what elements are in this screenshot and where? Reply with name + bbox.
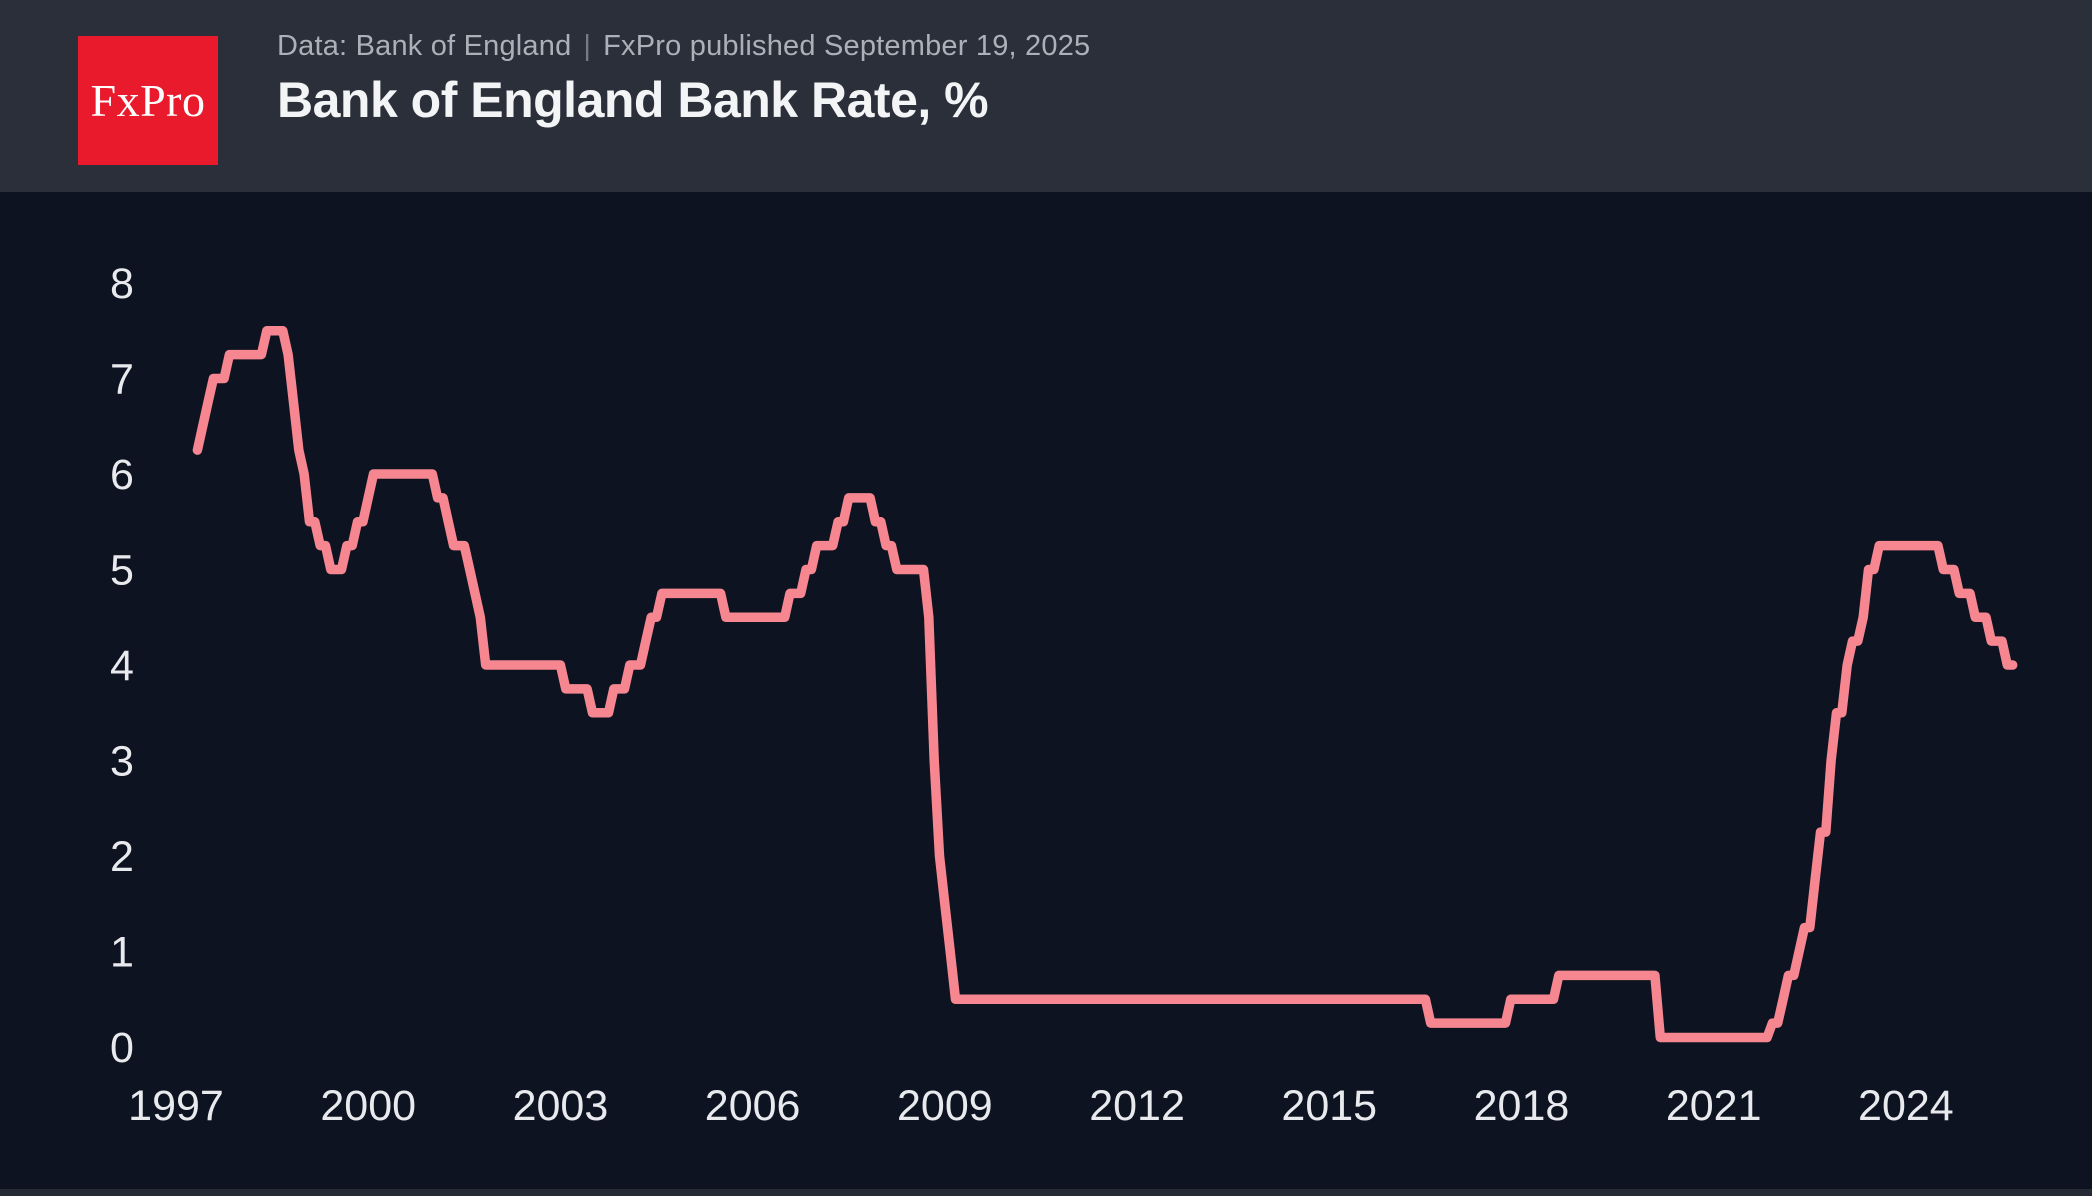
y-axis-tick-label: 4 bbox=[110, 642, 134, 690]
header-bar: FxPro Data: Bank of England | FxPro publis… bbox=[0, 0, 2092, 192]
title-block: Data: Bank of England | FxPro published Se… bbox=[277, 30, 1090, 127]
y-axis-tick-label: 5 bbox=[110, 547, 134, 595]
x-axis-tick-label: 2006 bbox=[705, 1082, 801, 1130]
y-axis-tick-label: 2 bbox=[110, 833, 134, 881]
x-axis-tick-label: 2018 bbox=[1474, 1082, 1570, 1130]
bank-rate-line bbox=[192, 326, 2018, 1043]
x-axis-tick-label: 2009 bbox=[897, 1082, 993, 1130]
separator: | bbox=[583, 30, 592, 62]
data-source-text: Data: Bank of England bbox=[277, 30, 572, 62]
y-axis-tick-label: 0 bbox=[110, 1024, 134, 1072]
y-axis-tick-label: 7 bbox=[110, 356, 134, 404]
y-axis-tick-label: 3 bbox=[110, 738, 134, 786]
fxpro-logo: FxPro bbox=[78, 36, 218, 165]
fxpro-logo-text: FxPro bbox=[90, 75, 206, 126]
footer-strip bbox=[0, 1189, 2092, 1196]
x-axis-tick-label: 2015 bbox=[1281, 1082, 1377, 1130]
x-axis-tick-label: 2003 bbox=[513, 1082, 609, 1130]
x-axis-tick-label: 2021 bbox=[1666, 1082, 1762, 1130]
x-axis-tick-label: 2024 bbox=[1858, 1082, 1954, 1130]
y-axis-tick-label: 6 bbox=[110, 451, 134, 499]
y-axis-tick-label: 1 bbox=[110, 929, 134, 977]
x-axis-tick-label: 1997 bbox=[128, 1082, 224, 1130]
published-text: FxPro published September 19, 2025 bbox=[603, 30, 1091, 62]
y-axis-tick-label: 8 bbox=[110, 260, 134, 308]
x-axis-tick-label: 2000 bbox=[320, 1082, 416, 1130]
chart-title: Bank of England Bank Rate, % bbox=[277, 72, 989, 128]
source-line: Data: Bank of England | FxPro published Se… bbox=[277, 30, 1090, 63]
x-axis-tick-label: 2012 bbox=[1089, 1082, 1185, 1130]
